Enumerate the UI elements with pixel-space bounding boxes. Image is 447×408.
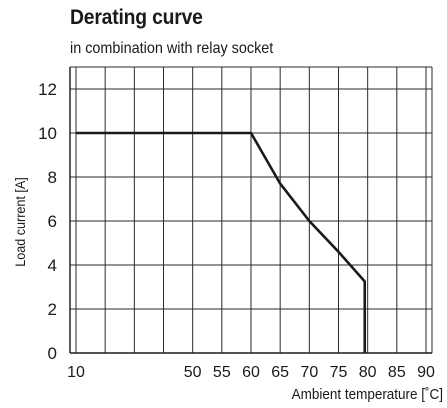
x-tick-label: 60 xyxy=(242,364,260,381)
x-tick-label: 50 xyxy=(184,364,202,381)
x-tick-label: 65 xyxy=(271,364,289,381)
tick-labels: 0 2 4 6 8 10 12 10 50 55 60 65 70 75 80 85 90 xyxy=(38,80,435,381)
y-tick-label: 10 xyxy=(38,124,57,143)
chart-subtitle: in combination with relay socket xyxy=(70,40,274,57)
y-tick-label: 2 xyxy=(48,300,57,319)
x-tick-label: 80 xyxy=(359,364,377,381)
y-tick-label: 0 xyxy=(48,344,57,363)
x-axis-label: Ambient temperature [˚C] xyxy=(292,386,443,403)
x-tick-label: 70 xyxy=(300,364,318,381)
x-tick-label: 55 xyxy=(213,364,231,381)
y-tick-label: 4 xyxy=(48,256,57,275)
series xyxy=(76,131,367,353)
x-tick-label: 85 xyxy=(388,364,406,381)
y-tick-label: 6 xyxy=(48,212,57,231)
axes xyxy=(69,66,433,354)
y-tick-label: 12 xyxy=(38,80,57,99)
x-tick-label: 90 xyxy=(417,364,435,381)
y-axis-label: Load current [A] xyxy=(12,177,28,267)
x-tick-label: 75 xyxy=(330,364,348,381)
grid xyxy=(70,67,432,354)
y-tick-label: 8 xyxy=(48,168,57,187)
chart-title: Derating curve xyxy=(70,6,203,29)
series-line xyxy=(76,131,367,353)
x-tick-label: 10 xyxy=(67,364,85,381)
